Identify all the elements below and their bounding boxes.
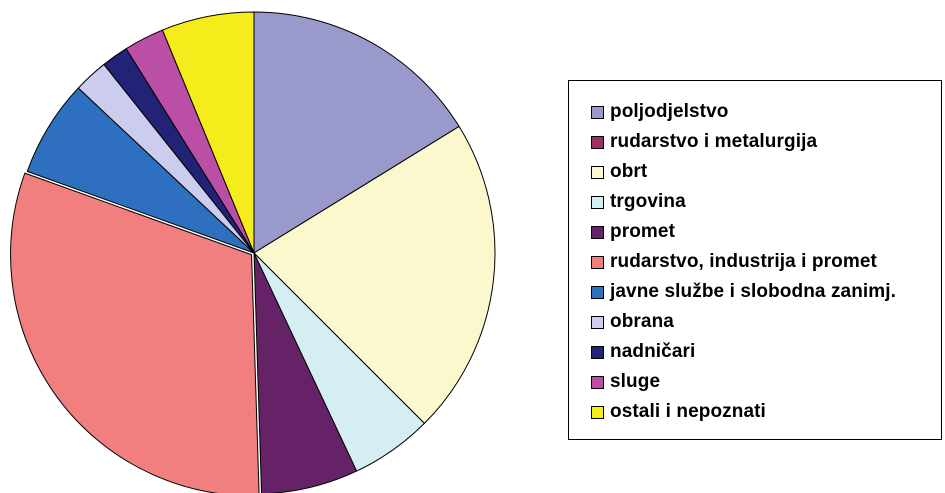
legend-label: promet bbox=[610, 221, 675, 242]
legend-swatch bbox=[591, 225, 604, 239]
legend-item: sluge bbox=[591, 367, 941, 397]
legend-label: rudarstvo i metalurgija bbox=[610, 131, 818, 152]
legend-swatch bbox=[591, 345, 604, 359]
legend-label: ostali i nepoznati bbox=[610, 401, 766, 422]
pie-slice-5 bbox=[10, 172, 260, 493]
pie-slice-2 bbox=[253, 125, 496, 424]
pie-slice-10 bbox=[161, 11, 255, 254]
legend: poljodjelstvo rudarstvo i metalurgija obrt… bbox=[568, 80, 942, 440]
legend-item: rudarstvo, industrija i promet bbox=[591, 247, 941, 277]
legend-item: rudarstvo i metalurgija bbox=[591, 127, 941, 157]
legend-label: sluge bbox=[610, 371, 661, 392]
legend-item: obrt bbox=[591, 157, 941, 187]
legend-label: rudarstvo, industrija i promet bbox=[610, 251, 877, 272]
legend-swatch bbox=[591, 375, 604, 389]
pie-slice-0 bbox=[253, 11, 460, 254]
legend-item: javne službe i slobodna zanimj. bbox=[591, 277, 941, 307]
legend-label: trgovina bbox=[610, 191, 686, 212]
legend-swatch bbox=[591, 135, 604, 149]
legend-swatch bbox=[591, 315, 604, 329]
legend-item: promet bbox=[591, 217, 941, 247]
pie-slice-4 bbox=[253, 252, 358, 493]
legend-label: obrt bbox=[610, 161, 648, 182]
legend-swatch bbox=[591, 105, 604, 119]
legend-swatch bbox=[591, 285, 604, 299]
legend-swatch bbox=[591, 405, 604, 419]
legend-swatch bbox=[591, 255, 604, 269]
legend-label: obrana bbox=[610, 311, 674, 332]
legend-label: poljodjelstvo bbox=[610, 101, 729, 122]
legend-swatch bbox=[591, 165, 604, 179]
legend-item: obrana bbox=[591, 307, 941, 337]
legend-item: trgovina bbox=[591, 187, 941, 217]
legend-item: ostali i nepoznati bbox=[591, 397, 941, 427]
legend-swatch bbox=[591, 195, 604, 209]
legend-label: nadničari bbox=[610, 341, 696, 362]
legend-item: nadničari bbox=[591, 337, 941, 367]
legend-item: poljodjelstvo bbox=[591, 97, 941, 127]
legend-label: javne službe i slobodna zanimj. bbox=[610, 281, 897, 302]
